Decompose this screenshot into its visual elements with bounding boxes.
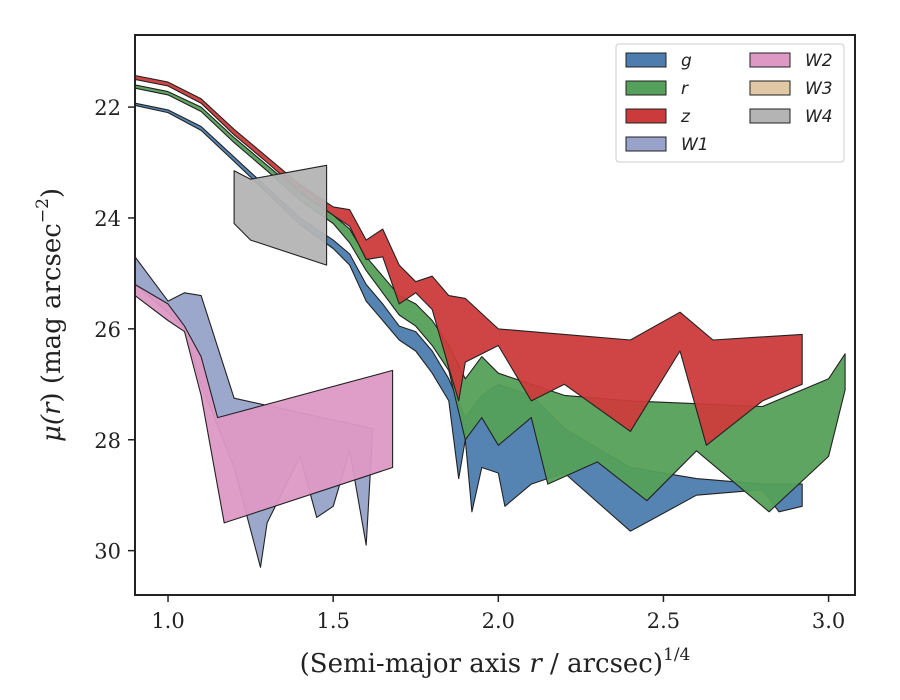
band-z (135, 74, 803, 446)
y-axis: 22 24 26 28 30 (94, 96, 135, 564)
x-tick-label: 1.0 (151, 609, 184, 633)
legend-box (615, 43, 845, 163)
legend-label-W2: W2 (805, 51, 833, 71)
y-tick-label: 28 (94, 429, 121, 453)
legend-swatch-g (625, 52, 667, 68)
legend-swatch-W1 (625, 136, 667, 152)
band-W4 (233, 164, 328, 266)
band-W2 (135, 283, 394, 524)
legend-swatch-r (625, 80, 667, 96)
x-tick-label: 3.0 (812, 609, 845, 633)
x-axis: 1.0 1.5 2.0 2.5 3.0 (151, 595, 845, 633)
legend-label-W1: W1 (681, 135, 709, 155)
y-axis-label: μ(r) (mag arcsec−2) (33, 188, 67, 442)
legend-label-r: r (681, 79, 689, 99)
plot-frame (134, 34, 856, 596)
x-tick-label: 2.5 (647, 609, 680, 633)
x-tick-label: 1.5 (316, 609, 349, 633)
legend-label-W4: W4 (805, 107, 833, 127)
y-tick-label: 26 (94, 318, 121, 342)
y-tick-label: 30 (94, 540, 121, 564)
legend-swatch-W2 (749, 52, 791, 68)
legend-swatch-z (625, 108, 667, 124)
legend: grz W1 W2 W3 W4 (615, 43, 845, 163)
legend-label-z: z (680, 107, 691, 127)
legend-swatch-W4 (749, 108, 791, 124)
legend-label-W3: W3 (805, 79, 833, 99)
series-bands (135, 74, 846, 568)
legend-label-g: g (681, 51, 692, 71)
legend-swatch-W3 (749, 80, 791, 96)
y-tick-label: 24 (94, 207, 121, 231)
y-tick-label: 22 (94, 96, 121, 120)
x-axis-label: (Semi-major axis r / arcsec)1/4 (300, 645, 691, 679)
x-tick-label: 2.0 (482, 609, 515, 633)
